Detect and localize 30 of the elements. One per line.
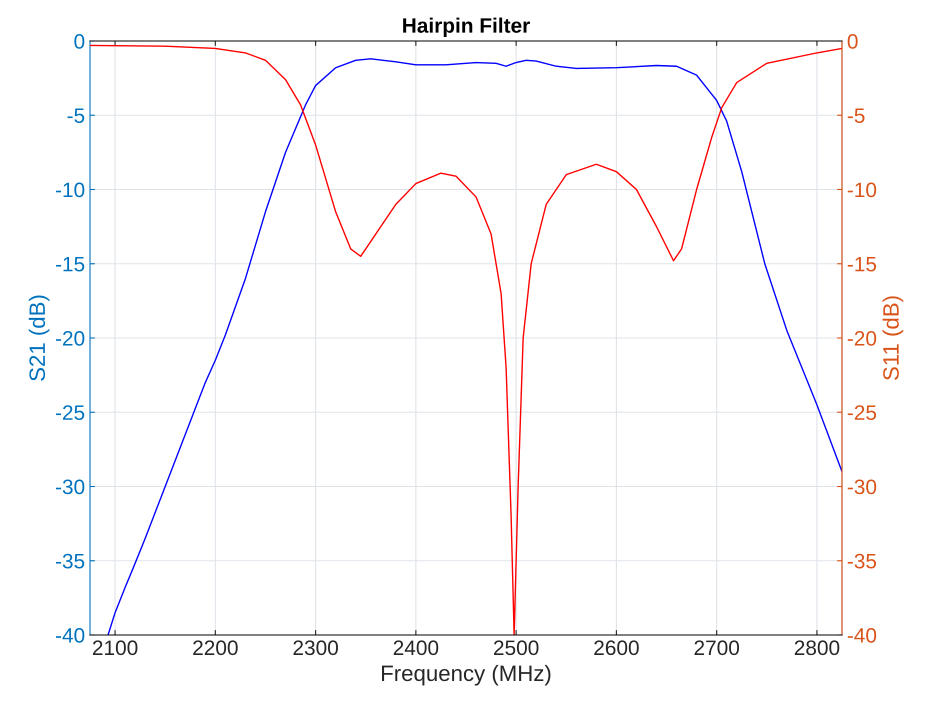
x-tick-label: 2500 xyxy=(494,640,538,656)
y2-tick-label: -5 xyxy=(848,108,865,124)
y2-tick-label: -25 xyxy=(848,405,876,420)
y-tick-label: -40 xyxy=(56,628,84,643)
y-tick-label: -35 xyxy=(56,554,84,569)
chart-title: Hairpin Filter xyxy=(403,18,530,37)
y2-tick-label: 0 xyxy=(848,34,858,49)
x-axis-title: Frequency (MHz) xyxy=(382,664,550,686)
y2-tick-label: -10 xyxy=(848,182,876,198)
y-tick-label: -25 xyxy=(56,405,84,420)
x-tick-label: 2400 xyxy=(394,640,438,656)
y2-tick-label: -15 xyxy=(848,256,876,272)
y-tick-label: -10 xyxy=(56,182,84,198)
x-tick-label: 2100 xyxy=(92,640,138,656)
y-tick-label: -5 xyxy=(68,108,84,124)
y2-tick-label: -20 xyxy=(848,331,876,346)
x-tick-label: 2300 xyxy=(293,640,338,656)
y-tick-label: -30 xyxy=(56,480,84,494)
y2-tick-label: -30 xyxy=(848,480,876,494)
y-tick-label: -15 xyxy=(56,256,84,272)
x-tick-label: 2600 xyxy=(594,640,639,656)
y2-tick-label: -40 xyxy=(848,628,876,643)
x-tick-label: 2200 xyxy=(193,640,238,656)
x-tick-label: 2700 xyxy=(694,640,740,656)
y2-tick-label: -35 xyxy=(848,554,876,569)
y-tick-label: -20 xyxy=(56,331,84,346)
y2-axis-title: S11 (dB) xyxy=(882,296,904,380)
x-tick-label: 2800 xyxy=(794,640,840,656)
y-axis-title: S21 (dB) xyxy=(28,296,50,381)
y-tick-label: 0 xyxy=(74,34,84,49)
